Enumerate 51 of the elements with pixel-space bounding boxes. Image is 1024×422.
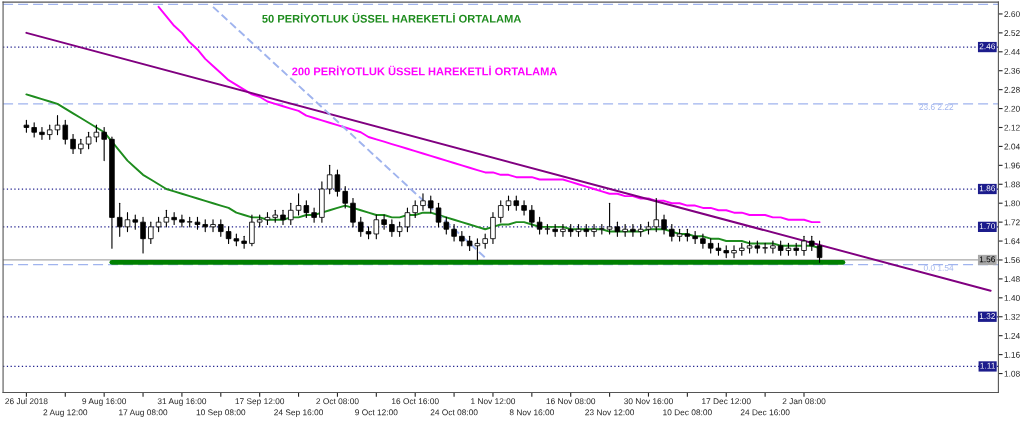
ref-line-label: 1.56 — [979, 256, 996, 263]
y-tick-label: 1.64 — [1004, 238, 1020, 245]
x-tick-label: 17 Dec 12:00 — [702, 398, 751, 405]
x-tick-label: 2 Oct 08:00 — [316, 398, 359, 405]
ref-line-label: 1.70 — [979, 223, 996, 230]
ref-line-label: 2.46 — [979, 43, 996, 50]
x-tick-label: 17 Sep 12:00 — [235, 398, 285, 406]
y-tick-label: 2.60 — [1004, 11, 1020, 18]
x-tick-label: 17 Aug 08:00 — [119, 409, 168, 417]
x-tick-label: 26 Jul 2018 — [5, 398, 48, 405]
x-tick-label: 10 Sep 08:00 — [196, 409, 246, 417]
x-tick-label: 9 Oct 12:00 — [355, 409, 398, 416]
ref-line-label: 23.6 2.22 — [919, 104, 954, 110]
x-tick-label: 30 Nov 16:00 — [624, 398, 673, 405]
x-tick-label: 31 Aug 16:00 — [157, 398, 207, 406]
text: 50 PERİYOTLUK ÜSSEL HAREKETLİ ORTALAMA — [262, 13, 522, 23]
y-tick-label: 2.28 — [1004, 86, 1020, 93]
x-tick-label: 24 Oct 08:00 — [430, 409, 478, 416]
y-tick-label: 1.32 — [1004, 313, 1020, 320]
x-tick-label: 2 Jan 08:00 — [782, 398, 826, 405]
x-tick-label: 16 Oct 16:00 — [391, 398, 439, 405]
x-tick-label: 1 Nov 12:00 — [471, 398, 516, 405]
y-tick-label: 1.40 — [1004, 295, 1020, 301]
ref-line-label: 0.0 1.54 — [923, 264, 954, 271]
y-tick-label: 2.20 — [1004, 105, 1020, 112]
ref-line-label: 1.86 — [979, 185, 996, 192]
y-tick-label: 2.44 — [1004, 48, 1020, 55]
ref-line-label: 1.32 — [979, 313, 995, 319]
x-tick-label: 8 Nov 16:00 — [509, 409, 554, 416]
x-tick-label: 24 Sep 16:00 — [274, 409, 324, 417]
x-tick-label: 2 Aug 12:00 — [43, 409, 88, 417]
x-tick-label: 9 Aug 16:00 — [82, 398, 127, 406]
y-tick-label: 2.12 — [1004, 124, 1020, 131]
y-tick-label: 2.52 — [1004, 30, 1020, 36]
y-tick-label: 1.72 — [1004, 219, 1020, 226]
ref-line-label: 1.11 — [980, 362, 996, 369]
y-tick-label: 2.04 — [1004, 143, 1020, 150]
y-tick-label: 1.96 — [1004, 162, 1020, 169]
y-tick-label: 2.36 — [1004, 67, 1020, 74]
y-tick-label: 1.48 — [1004, 276, 1020, 283]
y-tick-label: 1.88 — [1004, 181, 1020, 188]
y-tick-label: 1.16 — [1004, 351, 1020, 358]
x-tick-label: 24 Dec 16:00 — [740, 409, 790, 416]
x-tick-label: 16 Nov 08:00 — [546, 398, 596, 405]
text: 200 PERİYOTLUK ÜSSEL HAREKETLİ ORTALAMA — [292, 65, 558, 76]
y-tick-label: 1.24 — [1004, 332, 1020, 339]
y-tick-label: 1.56 — [1004, 257, 1020, 264]
x-tick-label: 23 Nov 12:00 — [585, 409, 635, 416]
x-tick-label: 10 Dec 08:00 — [663, 409, 712, 416]
y-tick-label: 1.80 — [1004, 200, 1020, 207]
y-tick-label: 1.08 — [1004, 370, 1020, 377]
